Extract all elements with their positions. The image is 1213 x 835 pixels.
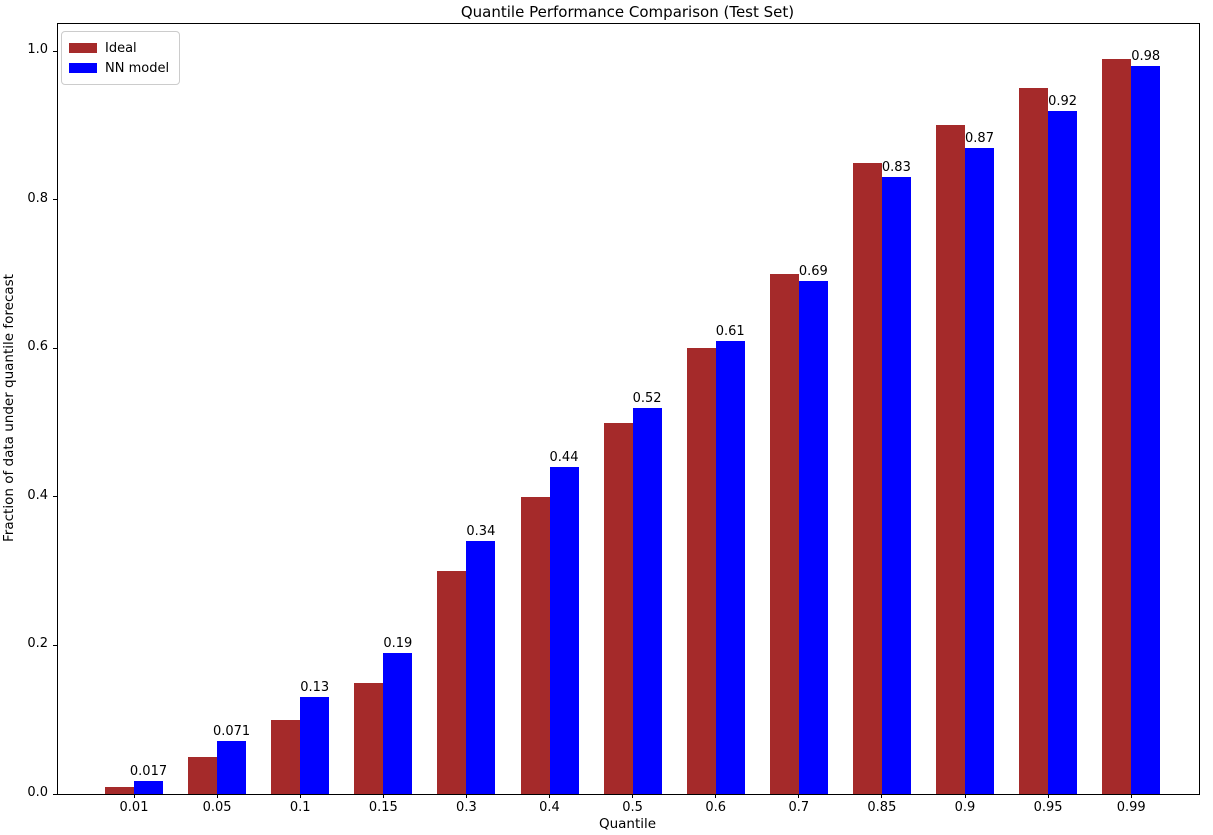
y-tick-mark bbox=[53, 793, 57, 795]
bar-value-label-0.95: 0.92 bbox=[1048, 93, 1078, 109]
chart-title: Quantile Performance Comparison (Test Se… bbox=[460, 3, 795, 21]
bar-value-label-0.9: 0.87 bbox=[965, 130, 994, 146]
legend-label: Ideal bbox=[105, 40, 137, 56]
x-tick-mark bbox=[133, 794, 135, 798]
x-tick-label-0.1: 0.1 bbox=[289, 800, 311, 815]
x-tick-mark bbox=[798, 794, 800, 798]
x-tick-label-0.5: 0.5 bbox=[622, 800, 643, 815]
y-tick-label-0.8: 0.8 bbox=[27, 190, 48, 206]
legend-entry-ideal: Ideal bbox=[69, 38, 169, 58]
bar-value-label-0.7: 0.69 bbox=[798, 264, 828, 280]
y-tick-mark bbox=[53, 50, 57, 52]
bar-nn-model-0.99 bbox=[1131, 65, 1161, 794]
bar-value-label-0.85: 0.83 bbox=[881, 160, 911, 176]
x-tick-mark bbox=[1130, 794, 1132, 798]
x-tick-mark bbox=[382, 794, 384, 798]
bar-ideal-0.9 bbox=[936, 125, 965, 794]
x-tick-mark bbox=[1047, 794, 1049, 798]
bar-ideal-0.7 bbox=[769, 273, 799, 794]
bar-nn-model-0.85 bbox=[881, 177, 911, 794]
bar-value-label-0.15: 0.19 bbox=[383, 635, 413, 651]
bar-ideal-0.01 bbox=[105, 786, 134, 794]
bar-nn-model-0.15 bbox=[383, 652, 413, 794]
legend-label: NN model bbox=[105, 60, 170, 76]
x-tick-label-0.7: 0.7 bbox=[788, 800, 810, 815]
plot-area: Ideal NN model 0.01 0.05 0.1 0.15 0.3 0.4 0.5 0.… bbox=[53, 23, 1200, 815]
bar-ideal-0.1 bbox=[271, 719, 301, 794]
x-tick-label-0.99: 0.99 bbox=[1116, 800, 1146, 815]
y-tick-mark bbox=[53, 644, 57, 646]
bar-ideal-0.15 bbox=[354, 682, 384, 794]
y-tick-mark bbox=[53, 496, 57, 498]
x-tick-label-0.9: 0.9 bbox=[954, 800, 976, 815]
bar-value-label-0.3: 0.34 bbox=[466, 524, 496, 540]
bar-ideal-0.99 bbox=[1102, 58, 1132, 794]
x-tick-mark bbox=[964, 794, 966, 798]
bar-nn-model-0.7 bbox=[798, 281, 828, 794]
x-tick-label-0.85: 0.85 bbox=[867, 800, 897, 815]
x-tick-mark bbox=[465, 794, 467, 798]
bar-value-label-0.5: 0.52 bbox=[632, 390, 662, 406]
x-tick-label-0.6: 0.6 bbox=[705, 800, 727, 815]
bar-ideal-0.5 bbox=[603, 422, 633, 794]
y-tick-mark bbox=[53, 347, 57, 349]
x-tick-label-0.3: 0.3 bbox=[456, 800, 477, 815]
bar-ideal-0.05 bbox=[188, 756, 218, 794]
x-axis-label: Quantile bbox=[598, 816, 657, 832]
bar-nn-model-0.05 bbox=[217, 741, 247, 794]
legend-entry-nn-model: NN model bbox=[69, 58, 169, 78]
bar-value-label-0.05: 0.071 bbox=[212, 724, 251, 740]
x-tick-label-0.05: 0.05 bbox=[202, 800, 232, 815]
y-tick-label-1.0: 1.0 bbox=[27, 42, 48, 58]
bar-value-label-0.99: 0.98 bbox=[1131, 48, 1161, 64]
bar-nn-model-0.5 bbox=[632, 407, 662, 794]
x-tick-mark bbox=[549, 794, 550, 798]
y-tick-mark bbox=[53, 199, 57, 201]
y-tick-label-0.4: 0.4 bbox=[27, 487, 48, 503]
legend-swatch-ideal bbox=[69, 43, 97, 53]
bar-value-label-0.01: 0.017 bbox=[129, 764, 168, 780]
x-tick-label-0.4: 0.4 bbox=[539, 800, 560, 815]
bar-value-label-0.6: 0.61 bbox=[715, 323, 745, 339]
y-tick-label-0.2: 0.2 bbox=[27, 636, 48, 652]
x-tick-mark bbox=[715, 794, 717, 798]
y-tick-label-0.0: 0.0 bbox=[27, 785, 48, 800]
x-tick-mark bbox=[299, 794, 301, 798]
bar-ideal-0.4 bbox=[520, 496, 550, 794]
bar-nn-model-0.1 bbox=[300, 697, 330, 794]
bar-ideal-0.95 bbox=[1019, 88, 1049, 794]
legend: Ideal NN model bbox=[61, 31, 181, 85]
bar-ideal-0.85 bbox=[852, 162, 882, 794]
bar-nn-model-0.4 bbox=[549, 467, 579, 794]
bar-nn-model-0.9 bbox=[965, 147, 994, 794]
x-tick-label-0.95: 0.95 bbox=[1033, 800, 1063, 815]
bar-value-label-0.4: 0.44 bbox=[549, 450, 579, 466]
x-tick-mark bbox=[632, 794, 634, 798]
x-tick-mark bbox=[216, 794, 218, 798]
bar-nn-model-0.3 bbox=[466, 541, 496, 794]
bar-value-label-0.1: 0.13 bbox=[300, 680, 330, 696]
bar-nn-model-0.95 bbox=[1048, 110, 1078, 794]
x-tick-mark bbox=[881, 794, 883, 798]
x-tick-label-0.15: 0.15 bbox=[368, 800, 398, 815]
bar-ideal-0.6 bbox=[686, 348, 716, 794]
x-tick-label-0.01: 0.01 bbox=[119, 800, 149, 815]
bar-nn-model-0.6 bbox=[715, 340, 745, 794]
bar-nn-model-0.01 bbox=[134, 781, 163, 794]
bar-ideal-0.3 bbox=[437, 571, 467, 794]
y-tick-label-0.6: 0.6 bbox=[27, 339, 48, 355]
legend-swatch-nn-model bbox=[69, 63, 97, 73]
